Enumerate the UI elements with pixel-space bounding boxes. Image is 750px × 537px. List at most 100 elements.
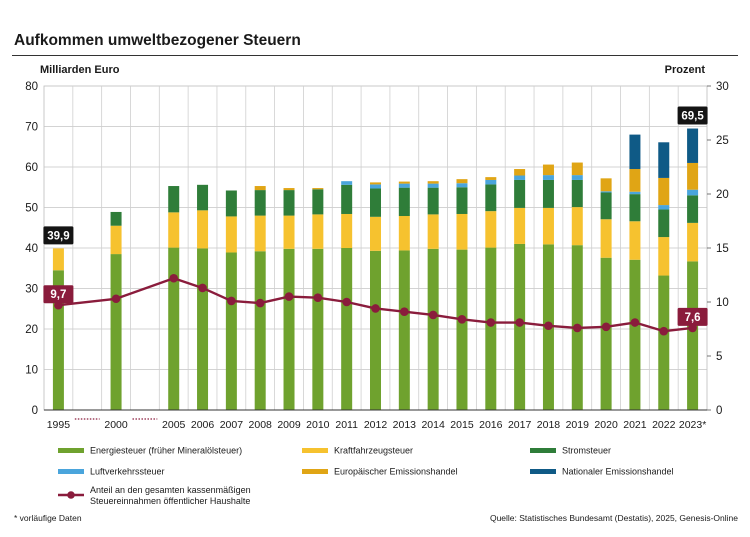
y-tick-label: 50 xyxy=(25,203,38,215)
bar-segment xyxy=(225,190,237,217)
bar-segment xyxy=(514,207,526,244)
bar-segment xyxy=(629,259,641,410)
y-tick-label: 10 xyxy=(25,365,38,377)
x-tick-label: 2014 xyxy=(421,419,445,431)
legend-swatch xyxy=(58,469,84,474)
bar-segment xyxy=(427,183,439,188)
bar-segment xyxy=(600,191,612,193)
value-callout: 7,6 xyxy=(677,307,708,326)
bar-segment xyxy=(168,247,180,410)
bar-segment xyxy=(197,248,209,410)
bar-segment xyxy=(52,270,64,410)
legend-label: Stromsteuer xyxy=(562,446,611,456)
chart-title: Aufkommen umweltbezogener Steuern xyxy=(14,32,301,49)
bar-segment xyxy=(370,216,381,251)
y2-tick-label: 15 xyxy=(716,243,729,255)
bar-segment xyxy=(485,177,497,180)
bar-segment xyxy=(571,207,583,246)
bar-segment xyxy=(687,128,699,163)
bar-segment xyxy=(600,178,612,192)
x-tick-label: 2013 xyxy=(393,419,417,431)
value-callout: 69,5 xyxy=(677,106,708,125)
bar-segment xyxy=(225,252,237,410)
callout-box xyxy=(677,307,708,326)
bar-segment xyxy=(312,248,324,410)
x-tick-label: 2009 xyxy=(277,419,301,431)
bar-segment xyxy=(600,257,612,410)
bar-segment xyxy=(687,261,699,410)
bar-segment xyxy=(542,175,554,180)
bar-segment xyxy=(456,213,468,250)
title-divider xyxy=(12,55,738,56)
bar-segment xyxy=(485,211,497,248)
bar-segment xyxy=(542,179,554,208)
bar-segment xyxy=(629,169,641,192)
legend-line-label: Anteil an den gesamten kassenmäßigen Steu… xyxy=(90,485,251,506)
share-line-point xyxy=(515,318,524,327)
y2-tick-label: 5 xyxy=(716,351,722,363)
bar-segment xyxy=(542,207,554,245)
share-line-point xyxy=(601,322,611,332)
x-tick-label: 2010 xyxy=(306,419,330,431)
bar-segment xyxy=(456,187,468,214)
y-tick-label: 40 xyxy=(25,243,38,255)
bar-segment xyxy=(485,247,497,410)
x-tick-label: 2005 xyxy=(162,419,186,431)
bar-segment xyxy=(254,215,266,252)
bar-segment xyxy=(658,237,670,276)
share-line-point xyxy=(111,294,121,304)
bar-segment xyxy=(225,216,237,253)
bar-segment xyxy=(658,142,670,178)
value-callout: 9,7 xyxy=(43,285,74,304)
share-line-point xyxy=(457,314,467,324)
bar-segment xyxy=(370,188,381,217)
share-line-point xyxy=(659,326,669,336)
bar-segment xyxy=(254,186,266,191)
legend-swatch xyxy=(530,448,556,453)
bar-segment xyxy=(514,169,526,176)
bar-segment xyxy=(514,243,526,410)
bar-segment xyxy=(283,215,295,249)
x-tick-label: 2021 xyxy=(623,419,647,431)
share-line-point xyxy=(544,321,553,331)
bar-segment xyxy=(658,205,670,210)
bar-segment xyxy=(168,186,180,213)
bar-segment xyxy=(110,225,122,255)
x-tick-label: 2016 xyxy=(479,419,503,431)
bar-segment xyxy=(658,209,670,238)
y-tick-label: 60 xyxy=(25,162,38,174)
share-line-point xyxy=(371,304,380,313)
share-line-point xyxy=(630,318,640,327)
bar-segment xyxy=(485,179,497,185)
x-tick-label: 1995 xyxy=(47,419,71,431)
bar-segment xyxy=(427,214,439,249)
x-tick-label: 2012 xyxy=(364,419,388,431)
share-line-point xyxy=(169,273,179,283)
bar-segment xyxy=(283,188,295,191)
value-callout: 39,9 xyxy=(43,226,74,245)
bar-segment xyxy=(687,189,699,196)
right-axis-title: Prozent xyxy=(665,64,706,76)
y2-tick-label: 10 xyxy=(716,297,729,309)
bar-segment xyxy=(398,181,410,184)
legend-label: Luftverkehrssteuer xyxy=(90,467,165,477)
bar-segment xyxy=(514,175,526,180)
share-line-point xyxy=(342,297,351,307)
callout-label: 69,5 xyxy=(681,111,704,123)
x-tick-label: 2023* xyxy=(679,419,706,431)
bar-segment xyxy=(687,222,699,262)
x-tick-label: 2006 xyxy=(191,419,215,431)
bar-segment xyxy=(398,187,410,217)
bar-segment xyxy=(456,179,468,184)
bar-segment xyxy=(52,248,64,271)
bar-segment xyxy=(283,248,295,410)
bar-segment xyxy=(542,164,554,176)
y-tick-label: 0 xyxy=(32,405,38,417)
x-tick-label: 2017 xyxy=(508,419,532,431)
bar-segment xyxy=(341,248,353,410)
bar-segment xyxy=(571,175,583,180)
share-line-point xyxy=(572,323,582,333)
x-tick-label: 2022 xyxy=(652,419,676,431)
legend-swatch xyxy=(302,448,328,453)
